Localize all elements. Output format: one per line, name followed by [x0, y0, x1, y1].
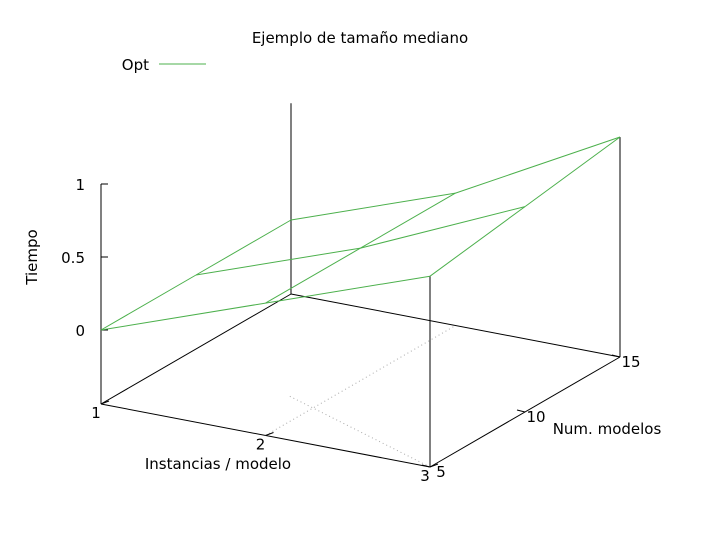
surface-mesh-line: [100, 274, 197, 331]
y-tick-label: 10: [526, 408, 545, 426]
chart-title: Ejemplo de tamaño mediano: [252, 29, 468, 47]
surface-mesh-line: [360, 192, 456, 249]
z-tick-label: 0: [75, 322, 85, 340]
surface-mesh-line: [524, 136, 621, 208]
x-tick-mark: [265, 432, 274, 436]
x-tick-label: 3: [420, 467, 430, 485]
x-tick-label: 2: [256, 436, 266, 454]
z-tick-label: 0.5: [61, 249, 85, 267]
surface-mesh-line: [429, 206, 526, 277]
y-tick-label: 15: [621, 353, 640, 371]
surface-mesh-line: [100, 302, 266, 331]
y-tick-mark: [611, 354, 621, 358]
floor-left-edge: [100, 293, 292, 405]
y-tick-mark: [516, 409, 526, 413]
y-tick-label: 5: [436, 463, 446, 481]
floor-back-edge: [290, 293, 621, 358]
axes-frame: [100, 103, 621, 468]
surface-mesh-line: [455, 136, 621, 194]
tick-labels: 1 2 3 5 10 15 0 0.5 1: [61, 176, 640, 485]
floor-grid-front: [289, 395, 431, 468]
floor-grid-x-mid: [265, 325, 456, 436]
surface-mesh-line: [360, 206, 526, 249]
surface-mesh-line: [195, 247, 361, 276]
surface-mesh-line: [290, 192, 456, 221]
legend-label-opt: Opt: [122, 56, 149, 74]
z-tick-label: 1: [75, 176, 85, 194]
surface-mesh-line: [265, 247, 361, 304]
x-axis-label: Instancias / modelo: [145, 455, 291, 473]
x-tick-label: 1: [91, 404, 101, 422]
x-tick-mark: [429, 463, 439, 468]
surface-opt: [100, 136, 621, 331]
surface-mesh-line: [195, 219, 292, 276]
y-axis-label: Num. modelos: [553, 420, 662, 438]
x-tick-mark: [100, 400, 110, 405]
z-axis-label: Tiempo: [23, 229, 41, 285]
surface-mesh-line: [265, 275, 431, 304]
y-tick-mark: [421, 464, 431, 468]
